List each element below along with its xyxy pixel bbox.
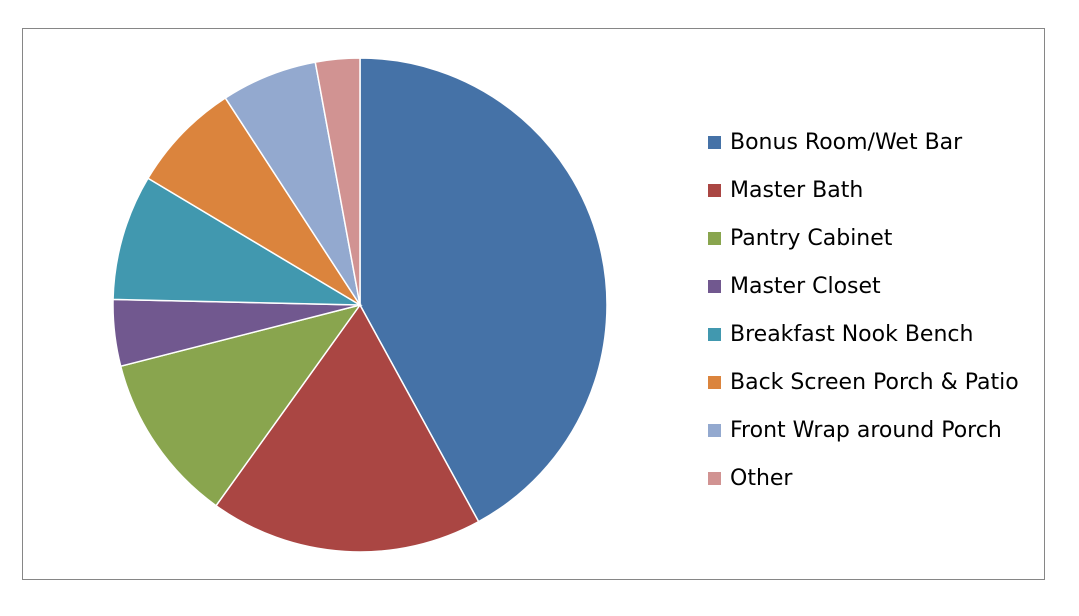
legend-label: Pantry Cabinet (730, 225, 893, 251)
pie-slice-pantry-cabinet (119, 303, 362, 507)
legend-label: Master Closet (730, 273, 881, 299)
legend-item-bonus-room: Bonus Room/Wet Bar (708, 118, 1019, 166)
legend-label: Breakfast Nook Bench (730, 321, 974, 347)
legend-swatch (708, 183, 721, 197)
pie-slices (112, 57, 608, 553)
pie-slice-master-bath (214, 303, 480, 553)
legend-label: Back Screen Porch & Patio (730, 369, 1019, 395)
legend-item-front-porch: Front Wrap around Porch (708, 406, 1019, 454)
legend-label: Other (730, 465, 793, 491)
legend-swatch (708, 423, 721, 437)
legend-label: Front Wrap around Porch (730, 417, 1002, 443)
legend-swatch (708, 327, 721, 341)
legend-item-breakfast-nook: Breakfast Nook Bench (708, 310, 1019, 358)
pie-slice-bonus-room-wet-bar (359, 57, 608, 523)
legend-label: Bonus Room/Wet Bar (730, 129, 963, 155)
legend-item-master-bath: Master Bath (708, 166, 1019, 214)
pie-slice-back-screen-porch-patio (146, 96, 361, 306)
legend: Bonus Room/Wet Bar Master Bath Pantry Ca… (708, 118, 1019, 502)
legend-item-master-closet: Master Closet (708, 262, 1019, 310)
legend-swatch (708, 135, 721, 149)
legend-swatch (708, 471, 721, 485)
legend-item-pantry-cabinet: Pantry Cabinet (708, 214, 1019, 262)
pie-slice-other (314, 57, 361, 306)
legend-swatch (708, 375, 721, 389)
legend-swatch (708, 279, 721, 293)
legend-swatch (708, 231, 721, 245)
legend-label: Master Bath (730, 177, 864, 203)
legend-item-back-porch: Back Screen Porch & Patio (708, 358, 1019, 406)
legend-item-other: Other (708, 454, 1019, 502)
pie-slice-breakfast-nook-bench (112, 177, 363, 306)
